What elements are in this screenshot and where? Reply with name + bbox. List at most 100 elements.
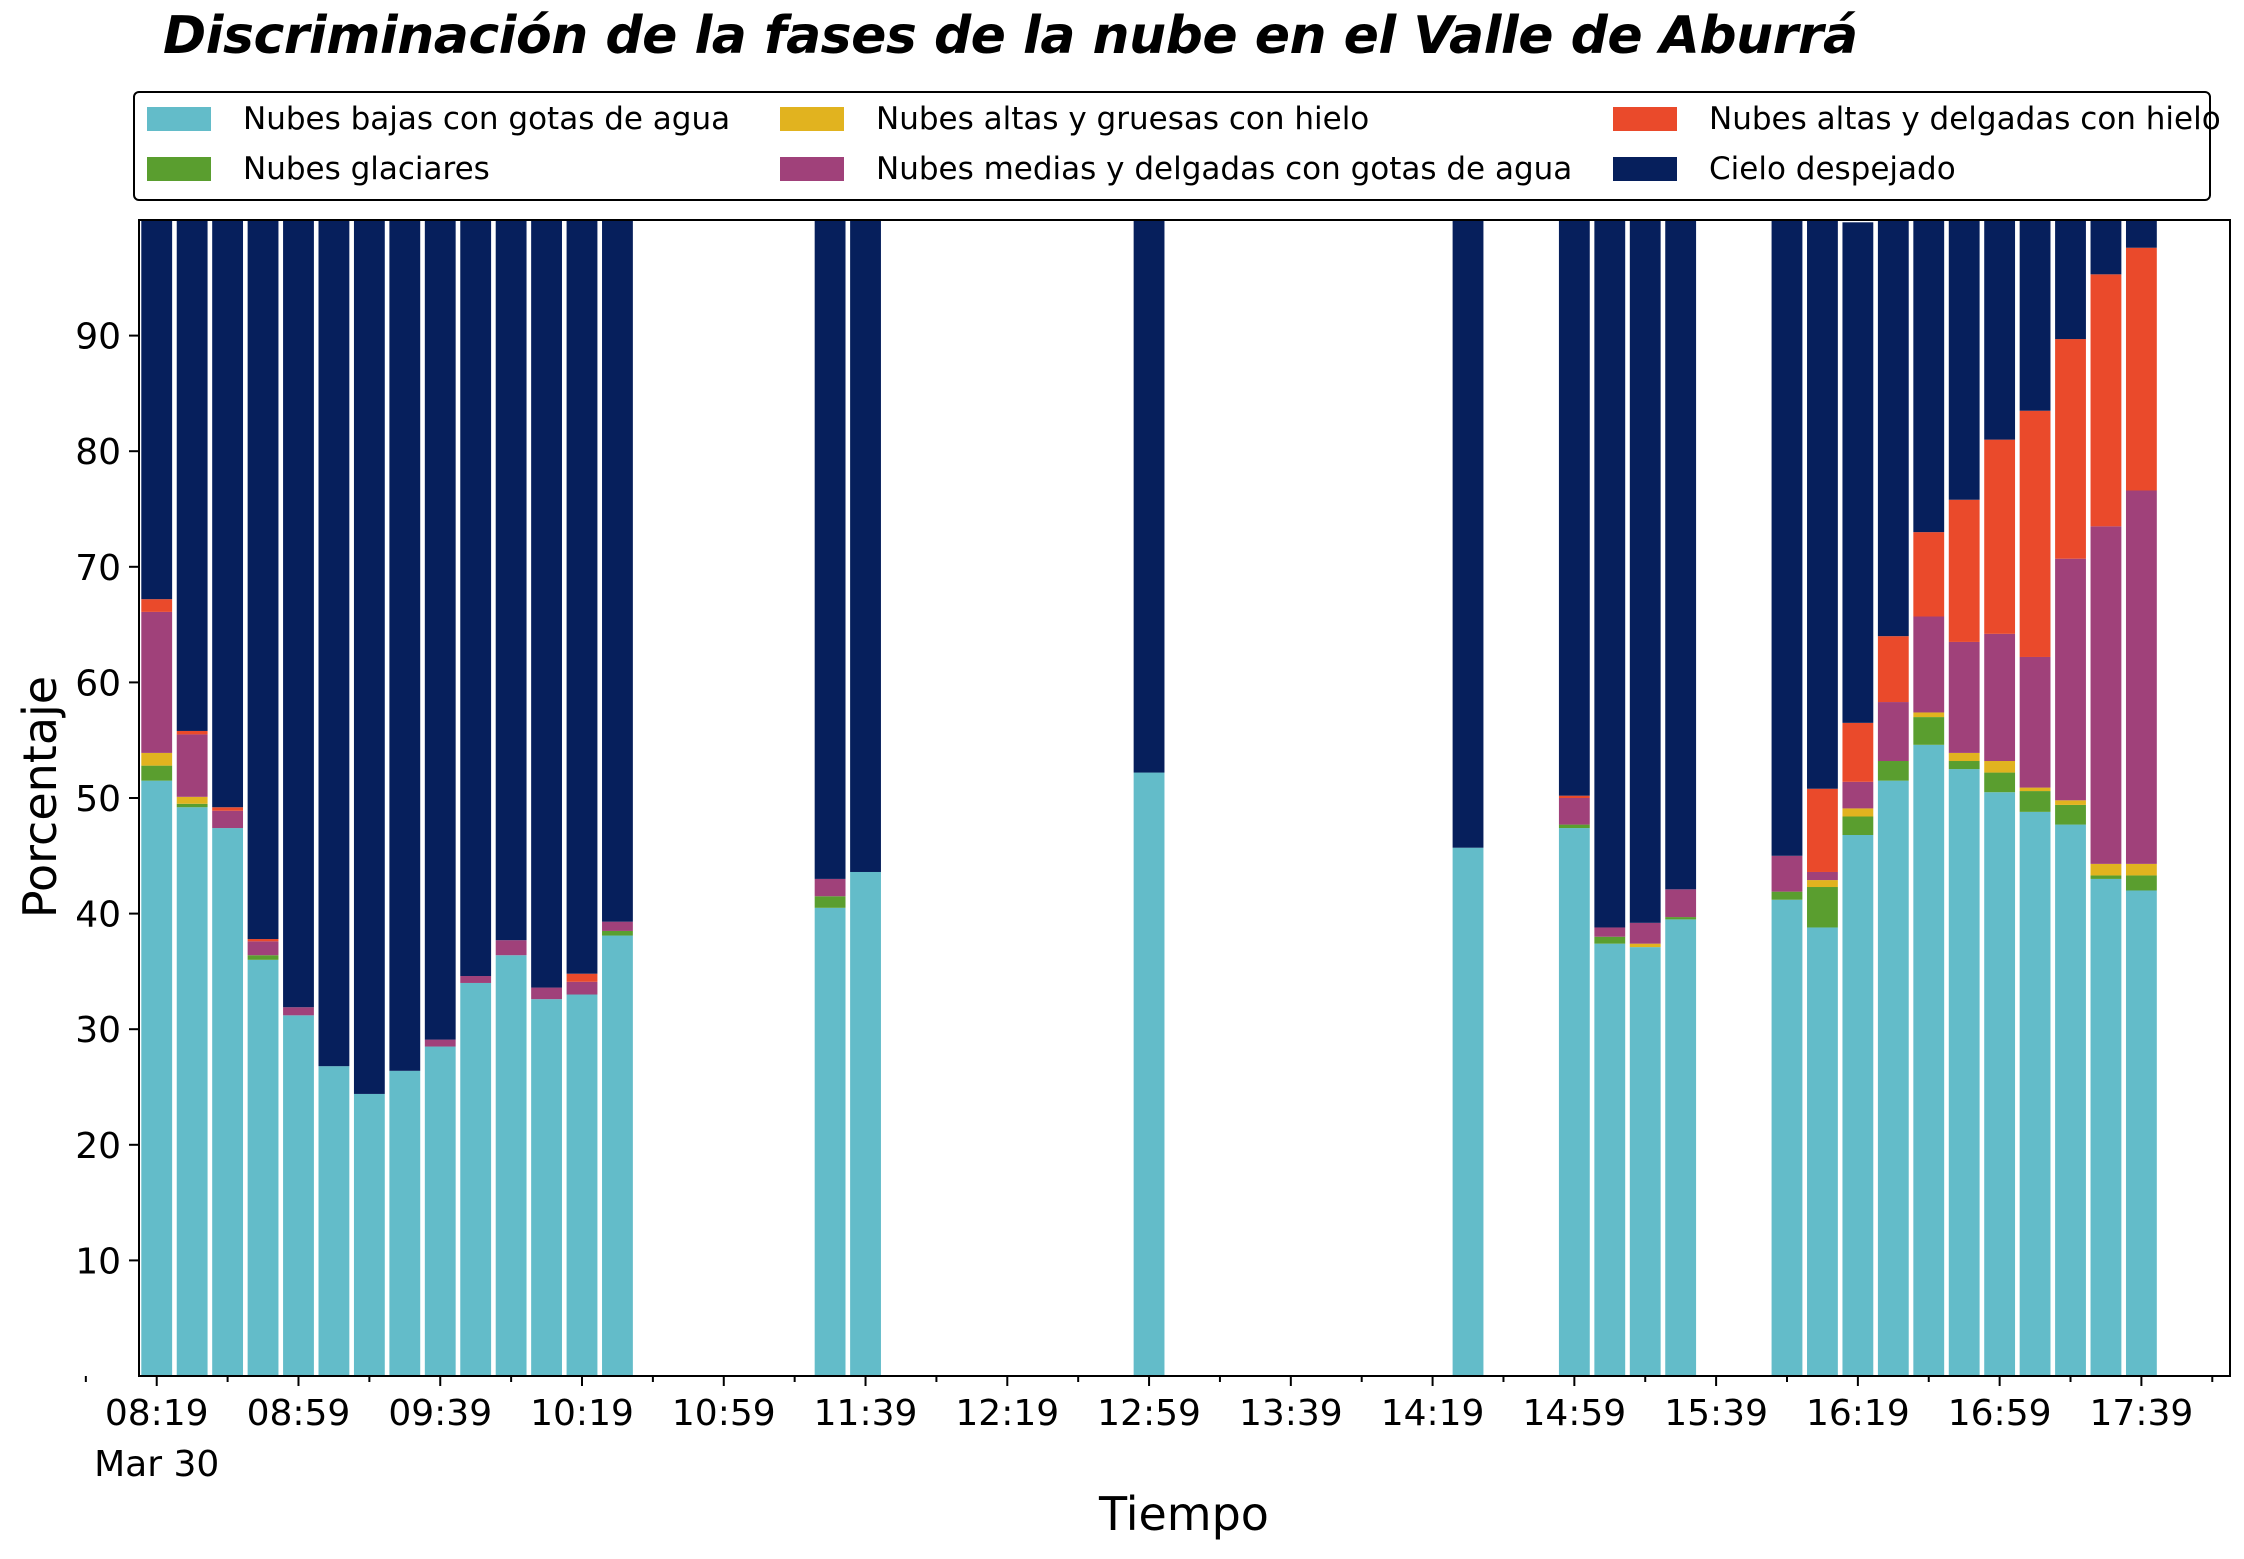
bar-segment-4-15:19 bbox=[1629, 922, 1661, 944]
legend-swatch bbox=[1613, 107, 1677, 131]
bar-segment-1-17:19 bbox=[2055, 824, 2086, 1376]
bar-segment-4-15:59 bbox=[1771, 855, 1803, 892]
bar-segment-5-16:09 bbox=[1807, 788, 1838, 872]
bar-segment-4-17:29 bbox=[2090, 526, 2122, 864]
y-tick-label: 70 bbox=[75, 548, 121, 589]
x-tick-label: 11:39 bbox=[814, 1393, 918, 1434]
bar-segment-4-17:09 bbox=[2019, 656, 2051, 788]
bar-segment-1-10:09 bbox=[531, 999, 562, 1376]
x-tick-label: 15:39 bbox=[1664, 1393, 1768, 1434]
bar-segment-4-10:19 bbox=[566, 981, 598, 995]
bar-segment-6-17:29 bbox=[2090, 220, 2122, 275]
y-tick-label: 30 bbox=[75, 1010, 121, 1051]
bar-segment-2-16:49 bbox=[1948, 761, 1980, 770]
legend-item: Nubes glaciares bbox=[147, 149, 490, 189]
bar-segment-4-09:49 bbox=[460, 976, 492, 983]
bar-segment-4-16:29 bbox=[1877, 702, 1909, 762]
bar-segment-4-08:29 bbox=[176, 734, 208, 797]
bar-segment-4-16:59 bbox=[1984, 633, 2016, 762]
legend-item: Nubes medias y delgadas con gotas de agu… bbox=[780, 149, 1572, 189]
bar-segment-6-12:59 bbox=[1133, 220, 1165, 773]
bar-segment-1-12:59 bbox=[1133, 772, 1165, 1376]
bar-segment-1-08:59 bbox=[283, 1015, 314, 1376]
x-axis: 08:19 08:59 09:39 10:19 10:59 11:39 12:19 12:59… bbox=[84, 1376, 2214, 1485]
bar-segment-1-09:09 bbox=[318, 1066, 350, 1376]
x-tick-label: 10:19 bbox=[530, 1393, 634, 1434]
bar-segment-2-17:39 bbox=[2125, 875, 2157, 891]
bar-segment-2-08:49 bbox=[247, 955, 279, 960]
bar-segment-2-15:09 bbox=[1594, 936, 1626, 944]
bar-segment-1-16:39 bbox=[1913, 744, 1945, 1376]
legend-label: Nubes bajas con gotas de agua bbox=[243, 101, 731, 137]
bar-segment-1-08:49 bbox=[247, 959, 279, 1376]
bar-segment-3-17:09 bbox=[2019, 787, 2051, 792]
bar-segment-2-17:29 bbox=[2090, 875, 2122, 879]
bar-segment-2-08:19 bbox=[141, 765, 173, 781]
y-tick-label: 10 bbox=[75, 1241, 121, 1282]
x-tick-date-label: Mar 30 bbox=[94, 1444, 219, 1485]
legend-swatch bbox=[147, 157, 211, 181]
x-tick-label: 08:19 bbox=[105, 1393, 209, 1434]
legend-item: Nubes altas y delgadas con hielo bbox=[1613, 99, 2221, 139]
bar-segment-2-17:09 bbox=[2019, 791, 2051, 812]
bar-segment-2-16:09 bbox=[1807, 887, 1838, 928]
bar-segment-1-16:59 bbox=[1984, 792, 2016, 1376]
bar-segment-5-08:49 bbox=[247, 939, 279, 942]
bar-segment-1-08:39 bbox=[212, 828, 244, 1376]
bar-segment-6-16:49 bbox=[1948, 220, 1980, 500]
legend-swatch bbox=[780, 107, 844, 131]
bar-segment-3-16:49 bbox=[1948, 752, 1980, 762]
legend: Nubes bajas con gotas de agua Nubes glaci… bbox=[133, 91, 2221, 201]
y-axis: 10 20 30 40 50 60 70 80 90 bbox=[75, 317, 139, 1282]
bar-segment-6-17:39 bbox=[2125, 220, 2157, 248]
bar-segment-2-16:59 bbox=[1984, 772, 2016, 793]
legend-label: Nubes altas y delgadas con hielo bbox=[1709, 101, 2221, 137]
bar-segment-2-17:19 bbox=[2055, 804, 2086, 825]
legend-item: Nubes bajas con gotas de agua bbox=[147, 99, 730, 139]
bar-segment-1-16:29 bbox=[1877, 780, 1909, 1376]
bar-segment-5-08:19 bbox=[141, 599, 173, 612]
bar-segment-3-17:29 bbox=[2090, 863, 2122, 876]
legend-label: Cielo despejado bbox=[1709, 151, 1956, 187]
bar-segment-4-10:09 bbox=[531, 987, 562, 1000]
y-tick-label: 40 bbox=[75, 895, 121, 936]
bar-segment-1-16:09 bbox=[1807, 927, 1838, 1376]
bar-segment-1-16:19 bbox=[1842, 834, 1874, 1376]
bar-segment-5-16:49 bbox=[1948, 499, 1980, 642]
bar-segment-6-11:29 bbox=[814, 220, 846, 879]
bar-segment-4-16:19 bbox=[1842, 781, 1874, 809]
bar-segment-6-08:19 bbox=[141, 220, 173, 600]
bar-segment-6-15:09 bbox=[1594, 220, 1626, 928]
bar-segment-6-09:49 bbox=[460, 220, 492, 977]
bar-segment-4-16:09 bbox=[1807, 871, 1838, 881]
x-tick-label: 16:59 bbox=[1948, 1393, 2052, 1434]
x-axis-label: Tiempo bbox=[1098, 1487, 1269, 1541]
bar-segment-6-14:59 bbox=[1558, 220, 1590, 796]
bar-segment-4-08:39 bbox=[212, 810, 244, 829]
bar-segment-3-17:19 bbox=[2055, 800, 2086, 805]
x-tick-label: 17:39 bbox=[2090, 1393, 2194, 1434]
bar-segment-6-09:29 bbox=[389, 220, 421, 1071]
bar-segment-3-08:19 bbox=[141, 752, 173, 766]
legend-item: Nubes altas y gruesas con hielo bbox=[780, 99, 1369, 139]
bar-segment-3-16:19 bbox=[1842, 808, 1874, 817]
x-tick-label: 08:59 bbox=[247, 1393, 351, 1434]
bar-segment-1-17:09 bbox=[2019, 811, 2051, 1376]
bar-segment-6-15:19 bbox=[1629, 220, 1661, 923]
bar-segment-3-16:59 bbox=[1984, 761, 2016, 773]
legend-swatch bbox=[1613, 157, 1677, 181]
bar-segment-4-15:29 bbox=[1665, 889, 1697, 918]
chart-title: Discriminación de la fases de la nube en… bbox=[163, 6, 1858, 66]
bar-segment-2-16:39 bbox=[1913, 717, 1945, 745]
bar-segment-1-17:29 bbox=[2090, 878, 2122, 1376]
bar-segment-1-15:19 bbox=[1629, 947, 1661, 1376]
bar-segment-6-10:09 bbox=[531, 220, 562, 988]
legend-swatch bbox=[780, 157, 844, 181]
bar-segment-5-17:19 bbox=[2055, 339, 2086, 559]
bar-segment-3-16:39 bbox=[1913, 712, 1945, 718]
bar-segment-6-16:39 bbox=[1913, 220, 1945, 533]
bar-segment-4-15:09 bbox=[1594, 927, 1626, 937]
bar-segment-4-08:59 bbox=[283, 1007, 314, 1016]
bar-segment-6-16:09 bbox=[1807, 220, 1838, 789]
